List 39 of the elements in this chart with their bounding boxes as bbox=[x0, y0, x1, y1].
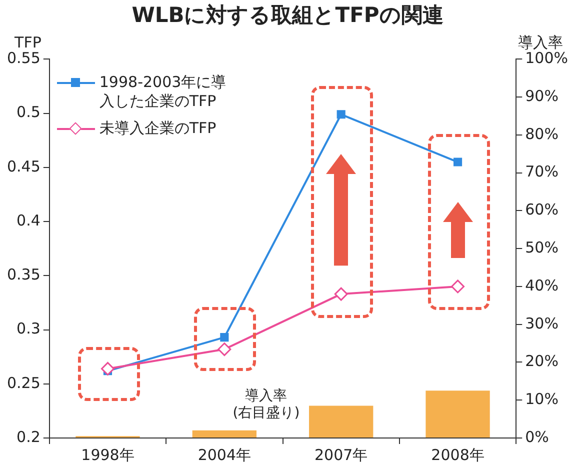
x-tick-label: 2007年 bbox=[314, 446, 368, 464]
y-tick-label: 0.55 bbox=[6, 49, 40, 68]
point bbox=[100, 362, 114, 376]
x-tick-label: 2008年 bbox=[431, 446, 484, 464]
y-tick-label: 0.3 bbox=[16, 320, 40, 338]
point bbox=[220, 333, 229, 342]
y-tick-label: 0.2 bbox=[16, 428, 40, 446]
point bbox=[334, 287, 348, 301]
y2-axis-title: 導入率 bbox=[518, 34, 564, 52]
y-tick-label: 0.25 bbox=[6, 374, 40, 392]
legend-label: 1998-2003年に導入した企業のTFP bbox=[99, 73, 228, 112]
y-tick-label: 0.45 bbox=[6, 157, 40, 176]
y2-tick-label: 60% bbox=[525, 200, 558, 219]
chart-title: WLBに対する取組とTFPの関連 bbox=[132, 3, 444, 28]
point bbox=[451, 280, 465, 294]
annotation: 導入率 (右目盛り) bbox=[232, 388, 300, 422]
y-axis-title: TFP bbox=[14, 34, 42, 52]
y2-tick-label: 50% bbox=[525, 238, 558, 256]
y2-tick-label: 20% bbox=[525, 352, 558, 370]
y-tick-label: 0.4 bbox=[16, 211, 40, 230]
y2-tick-label: 30% bbox=[525, 314, 558, 332]
bar bbox=[192, 430, 257, 438]
y2-tick-label: 70% bbox=[525, 162, 558, 181]
y-tick-label: 0.35 bbox=[6, 266, 40, 284]
y2-tick-label: 100% bbox=[525, 49, 568, 68]
y2-tick-label: 80% bbox=[525, 124, 558, 143]
y-tick-label: 0.5 bbox=[16, 103, 40, 122]
bar bbox=[426, 390, 490, 438]
point bbox=[336, 110, 346, 119]
x-tick-label: 1998年 bbox=[81, 446, 134, 464]
point bbox=[453, 158, 462, 166]
legend-label: 未導入企業のTFP bbox=[99, 119, 216, 138]
y2-tick-label: 90% bbox=[525, 86, 558, 105]
y2-tick-label: 0% bbox=[525, 428, 549, 446]
bar bbox=[309, 406, 374, 438]
y2-tick-label: 40% bbox=[525, 276, 558, 294]
y2-tick-label: 10% bbox=[525, 390, 558, 408]
x-tick-label: 2004年 bbox=[198, 446, 252, 464]
point bbox=[218, 342, 232, 356]
